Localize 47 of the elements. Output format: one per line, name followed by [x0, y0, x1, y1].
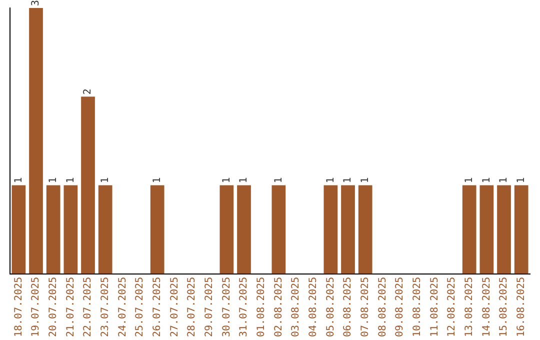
- data-label: 1: [325, 177, 336, 184]
- x-tick-label: 18.07.2025: [13, 276, 24, 338]
- x-tick-label: 31.07.2025: [238, 276, 250, 338]
- data-label: 1: [273, 177, 284, 184]
- x-tick-label: 20.07.2025: [48, 276, 59, 338]
- data-label: 1: [152, 177, 163, 184]
- x-tick-label: 24.07.2025: [117, 276, 128, 338]
- data-label: 3: [30, 0, 42, 6]
- x-tick-label: 27.07.2025: [169, 276, 180, 338]
- data-label: 2: [82, 88, 94, 95]
- x-tick-label: 02.08.2025: [273, 276, 284, 338]
- data-label: 1: [498, 177, 510, 184]
- x-tick-label: 09.08.2025: [394, 276, 406, 338]
- data-label: 1: [48, 177, 59, 184]
- x-tick-label: 11.08.2025: [429, 276, 440, 338]
- data-label: 1: [238, 177, 250, 184]
- x-tick-label: 30.07.2025: [221, 276, 232, 338]
- x-tick-label: 06.08.2025: [342, 276, 354, 338]
- x-tick-label: 16.08.2025: [516, 276, 527, 338]
- x-tick-label: 28.07.2025: [186, 276, 198, 338]
- x-tick-label: 21.07.2025: [65, 276, 76, 338]
- x-tick-label: 12.08.2025: [446, 276, 458, 338]
- x-tick-label: 01.08.2025: [256, 276, 267, 338]
- x-tick-label: 29.07.2025: [204, 276, 215, 338]
- x-tick-label: 03.08.2025: [290, 276, 302, 338]
- data-label: 1: [13, 177, 24, 184]
- data-label: 1: [342, 177, 354, 184]
- x-tick-label: 14.08.2025: [481, 276, 492, 338]
- data-label: 1: [464, 177, 475, 184]
- x-tick-label: 23.07.2025: [100, 276, 111, 338]
- data-label: 1: [516, 177, 527, 184]
- data-label: 1: [100, 177, 111, 184]
- x-tick-label: 22.07.2025: [82, 276, 94, 338]
- x-tick-label: 26.07.2025: [152, 276, 163, 338]
- data-label: 1: [360, 177, 371, 184]
- x-tick-label: 25.07.2025: [134, 276, 146, 338]
- x-tick-label: 15.08.2025: [498, 276, 510, 338]
- x-tick-label: 19.07.2025: [30, 276, 42, 338]
- x-tick-label: 05.08.2025: [325, 276, 336, 338]
- x-tick-label: 04.08.2025: [308, 276, 319, 338]
- x-tick-label: 10.08.2025: [412, 276, 423, 338]
- x-tick-label: 07.08.2025: [360, 276, 371, 338]
- data-label: 1: [221, 177, 232, 184]
- data-label: 1: [481, 177, 492, 184]
- data-label: 1: [65, 177, 76, 184]
- x-tick-label: 08.08.2025: [377, 276, 388, 338]
- x-tick-label: 13.08.2025: [464, 276, 475, 338]
